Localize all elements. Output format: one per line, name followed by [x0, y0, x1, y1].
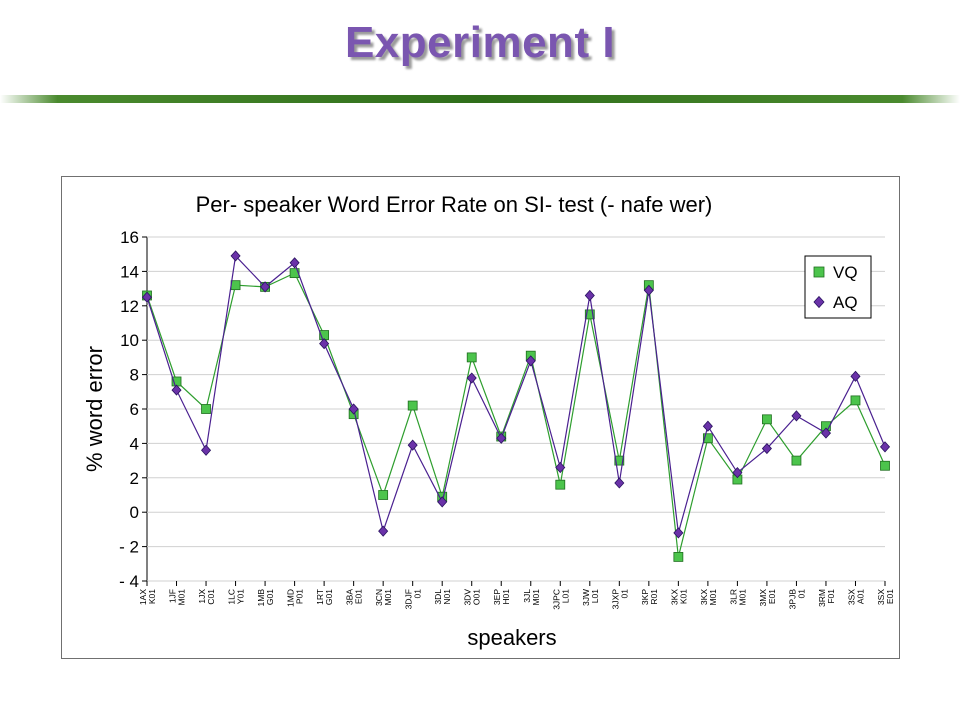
point-aq [614, 477, 625, 489]
x-tick-label: 3BAE01 [345, 589, 364, 605]
point-vq [791, 455, 802, 466]
x-tick-label: 1AXK01 [138, 589, 157, 605]
x-tick-label: 3SXE01 [876, 589, 895, 605]
word-error-chart: Per- speaker Word Error Rate on SI- test… [82, 192, 895, 650]
x-tick-label: 3KPR01 [640, 589, 659, 605]
point-aq [141, 291, 153, 303]
x-tick-label: 1MBG01 [256, 589, 275, 607]
point-aq [407, 439, 418, 451]
point-vq [584, 309, 595, 320]
x-tick-label: 3JPCL01 [551, 589, 570, 610]
x-tick-label: 3LRM01 [728, 589, 747, 606]
x-tick-label: 1JXC01 [197, 589, 216, 605]
y-tick-label: 16 [120, 228, 139, 247]
point-aq [673, 527, 684, 539]
point-vq [555, 479, 566, 490]
x-tick-label: 3JWL01 [581, 589, 600, 606]
slide-title: Experiment I [344, 18, 616, 67]
x-tick-label: 3PJB01 [787, 589, 806, 610]
x-tick-label: 1JFM01 [168, 589, 187, 606]
point-aq [201, 444, 212, 456]
point-aq [466, 372, 477, 384]
point-aq [643, 284, 654, 296]
x-tick-label: 3MXE01 [758, 589, 777, 607]
point-aq [230, 250, 241, 262]
x-tick-label: 3RMF01 [817, 589, 836, 607]
point-vq [378, 490, 389, 500]
x-tick-label: 3EPH01 [492, 589, 511, 605]
point-aq [732, 467, 743, 479]
y-tick-label: - 2 [119, 538, 139, 557]
point-vq [702, 433, 713, 444]
point-aq [348, 403, 359, 415]
point-vq [880, 460, 890, 471]
x-axis-label: speakers [467, 625, 556, 650]
x-tick-label: 3DVO01 [463, 589, 482, 606]
point-vq [289, 268, 300, 279]
legend: VQ AQ [804, 255, 872, 319]
y-tick-label: 6 [130, 400, 139, 419]
point-aq [584, 289, 595, 302]
x-tick-label: 1RTG01 [315, 589, 334, 605]
point-aq [761, 442, 772, 455]
chart-title: Per- speaker Word Error Rate on SI- test… [196, 192, 713, 217]
point-vq [614, 455, 625, 466]
point-aq [437, 496, 448, 508]
point-aq [879, 441, 891, 453]
point-vq [201, 404, 211, 414]
point-vq [407, 400, 418, 411]
point-aq [702, 420, 713, 432]
y-tick-label: 8 [130, 366, 139, 385]
legend-marker-aq [813, 295, 825, 309]
y-tick-label: 2 [130, 469, 139, 488]
x-tick-label: 3JLM01 [522, 589, 541, 606]
legend-box [804, 255, 872, 319]
point-aq [378, 525, 389, 537]
y-tick-label: - 4 [119, 572, 139, 591]
series-line-vq [146, 272, 886, 558]
point-vq [230, 280, 241, 291]
point-aq [850, 370, 861, 382]
point-aq [525, 355, 536, 367]
point-aq [791, 410, 802, 422]
legend-marker-vq [813, 266, 825, 278]
x-tick-label: 3CNM01 [374, 589, 393, 606]
series-layer [141, 250, 891, 562]
point-aq [555, 461, 566, 474]
y-tick-label: 10 [120, 331, 139, 350]
x-tick-label: 3SXA01 [846, 589, 865, 605]
series-line-aq [146, 254, 886, 534]
y-tick-label: 14 [120, 262, 139, 281]
point-aq [171, 384, 182, 396]
x-tick-label: 3KXM01 [699, 589, 718, 606]
y-tick-label: 4 [130, 434, 139, 453]
point-aq [260, 281, 271, 293]
point-vq [673, 552, 684, 562]
point-aq [319, 338, 330, 350]
point-aq [496, 432, 507, 444]
point-aq [820, 427, 831, 439]
point-vq [762, 414, 772, 425]
x-tick-label: 1MDP01 [286, 589, 305, 607]
x-tick-label: 3KXK01 [669, 589, 688, 605]
x-tick-label: 3DJF01 [404, 589, 423, 610]
legend-label-aq: AQ [833, 293, 858, 312]
chart-frame: Per- speaker Word Error Rate on SI- test… [61, 176, 900, 659]
y-axis-label: % word error [82, 346, 107, 472]
point-aq [289, 257, 300, 269]
x-tick-label: 1LCY01 [227, 589, 246, 605]
point-vq [850, 395, 861, 406]
y-tick-label: 0 [130, 503, 139, 522]
y-tick-label: 12 [120, 297, 139, 316]
point-vq [466, 352, 477, 363]
x-tick-label: 3DLN01 [433, 589, 452, 605]
title-divider [0, 95, 960, 103]
legend-label-vq: VQ [833, 263, 858, 282]
x-tick-label: 3JXP01 [610, 589, 629, 610]
